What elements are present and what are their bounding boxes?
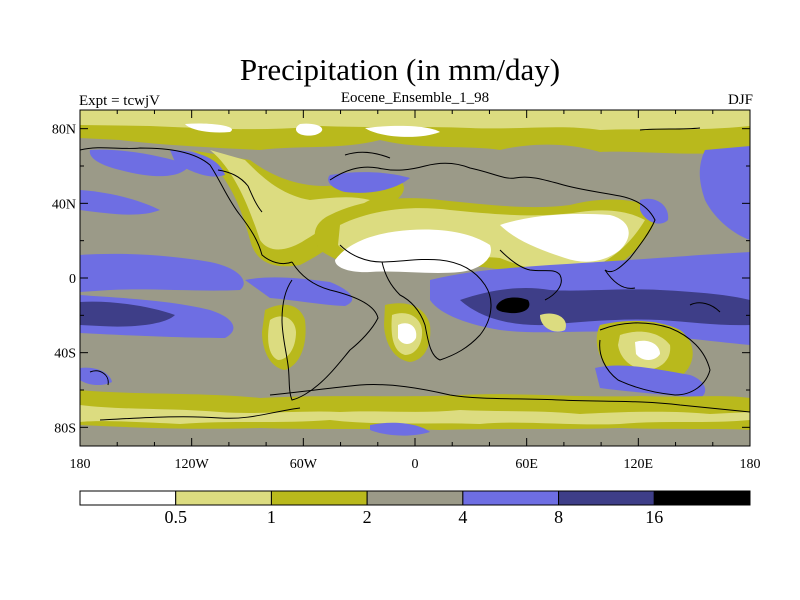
season-label: DJF: [727, 92, 753, 108]
colorbar-swatch-6: [653, 490, 751, 506]
colorbar-swatch-0: [79, 490, 177, 506]
ensemble-label: Eocene_Ensemble_1_98: [340, 90, 490, 106]
axis-ticks: 180 120W 60W 0 60E 120E 180 80N 40N 0 40S 80S: [52, 110, 761, 472]
colorbar-swatch-1: [175, 490, 272, 506]
colorbar-swatch-2: [270, 490, 368, 506]
y-tick-label-2: 0: [69, 272, 76, 287]
x-tick-label-6: 180: [740, 457, 761, 472]
colorbar-label-4: 8: [554, 507, 563, 527]
colorbar-label-0: 0.5: [164, 507, 187, 527]
x-tick-label-3: 0: [412, 457, 419, 472]
colorbar: 0.5 1 2 4 8 16: [79, 490, 751, 527]
precipitation-field: [80, 110, 750, 446]
chart-title: Precipitation (in mm/day): [239, 52, 561, 87]
experiment-label: Expt = tcwjV: [79, 93, 160, 109]
y-tick-label-1: 40N: [52, 197, 76, 212]
colorbar-label-3: 4: [458, 507, 467, 527]
y-tick-label-4: 80S: [54, 421, 76, 436]
colorbar-swatch-4: [462, 490, 560, 506]
colorbar-label-5: 16: [645, 507, 663, 527]
x-tick-label-5: 120E: [624, 457, 654, 472]
coastlines: [80, 127, 750, 421]
colorbar-swatch-3: [366, 490, 464, 506]
x-tick-label-1: 120W: [175, 457, 210, 472]
colorbar-swatch-5: [558, 490, 655, 506]
x-tick-label-0: 180: [70, 457, 91, 472]
colorbar-label-1: 1: [267, 507, 276, 527]
y-tick-label-3: 40S: [54, 347, 76, 362]
y-tick-label-0: 80N: [52, 123, 76, 138]
x-tick-label-4: 60E: [515, 457, 538, 472]
x-tick-label-2: 60W: [290, 457, 318, 472]
colorbar-label-2: 2: [363, 507, 372, 527]
